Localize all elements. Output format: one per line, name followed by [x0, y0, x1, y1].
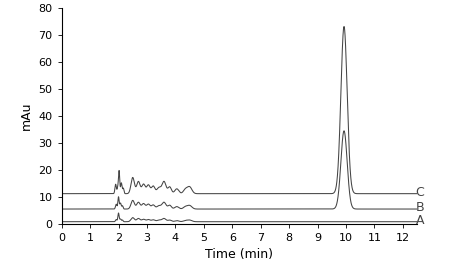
Text: A: A — [416, 214, 424, 227]
Text: C: C — [416, 186, 424, 199]
Y-axis label: mAu: mAu — [20, 102, 33, 130]
Text: B: B — [416, 201, 424, 215]
X-axis label: Time (min): Time (min) — [205, 248, 273, 262]
